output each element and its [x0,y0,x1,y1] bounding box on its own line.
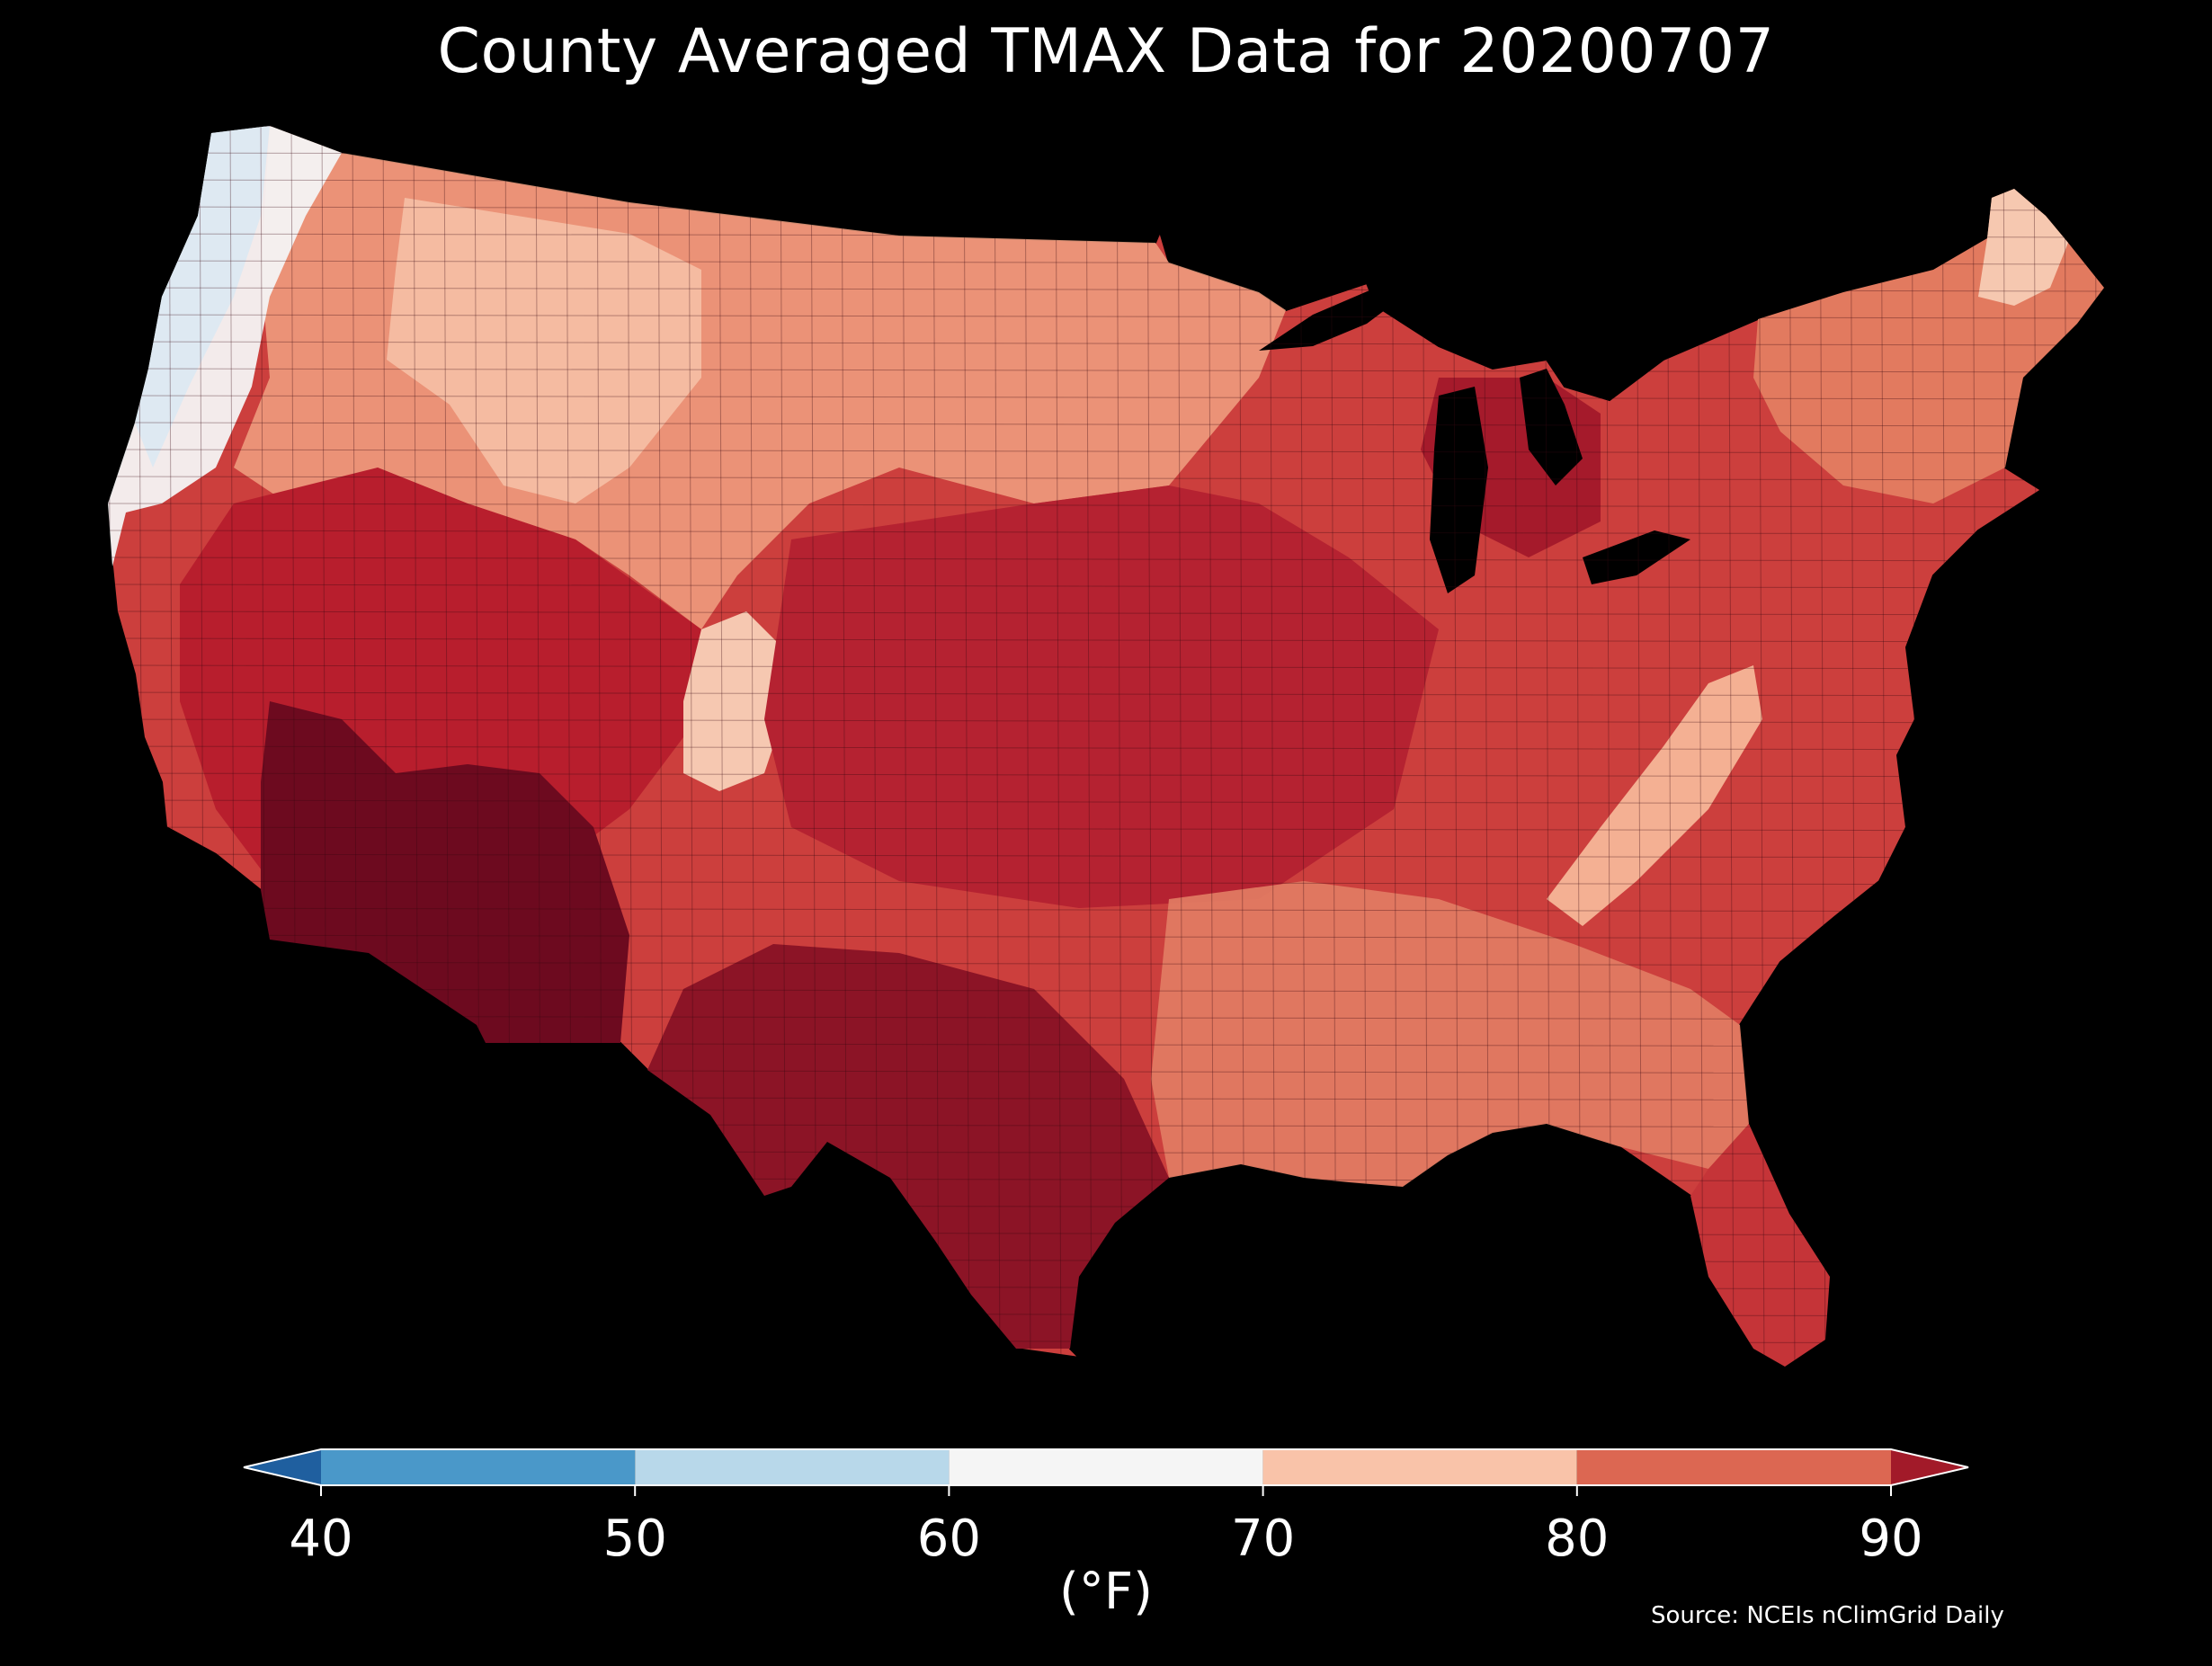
montana-idaho-light [387,198,701,503]
central-plains-hot [764,486,1439,908]
lake-erie [1583,530,1690,584]
source-credit: Source: NCEIs nClimGrid Daily [1651,1602,2004,1629]
colorbar-units-label: (°F) [1059,1563,1153,1621]
lake-michigan [1430,387,1488,593]
colorbar-over-extension [1891,1449,1968,1485]
colorbar-tick-label-80: 80 [1545,1510,1609,1568]
colorbar-bin-50-60 [635,1449,950,1485]
colorbar-bin-40-50 [321,1449,636,1485]
map-title: County Averaged TMAX Data for 20200707 [437,16,1775,87]
colorbar-tick-label-70: 70 [1231,1510,1295,1568]
appalachian-cool-band [1547,665,1762,926]
pacific-coast-cool [108,126,342,566]
colorbar-tick-label-60: 60 [917,1510,981,1568]
colorado-rockies-cool [683,611,782,791]
gulf-southeast-warm [1151,881,1749,1187]
colorbar-tick-label-90: 90 [1859,1510,1922,1568]
lake-huron [1520,369,1583,486]
florida-peninsula [1690,1124,1830,1367]
colorbar-bin-80-90 [1576,1449,1891,1485]
colorbar-bin-70-80 [1262,1449,1577,1485]
lake-superior [1259,288,1403,351]
colorbar-under-extension [244,1449,321,1485]
colorbar-tick-label-40: 40 [289,1510,352,1568]
texas-hot [647,944,1169,1349]
colorbar-bin-60-70 [949,1449,1263,1485]
desert-southwest-hottest [261,701,629,1043]
colorbar-tick-label-50: 50 [603,1510,667,1568]
washington-coast-blue [135,126,270,468]
maine-cool [1978,189,2068,306]
